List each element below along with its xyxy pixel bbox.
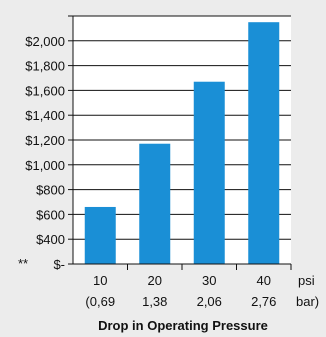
x-tick-sublabel: 2,06 [197,294,222,309]
x-tick-sublabel: 2,76 [251,294,276,309]
y-tick-label: $1,400 [25,108,65,123]
y-tick-label: $800 [36,183,65,198]
y-tick-label: $600 [36,207,65,222]
bar [139,143,171,264]
x-tick-sublabel: 1,38 [142,294,167,309]
y-tick-label: $- [53,257,65,272]
y-tick-label: $1,600 [25,83,65,98]
x-tick-label: 30 [202,273,216,288]
x-axis-title: Drop in Operating Pressure [98,318,268,333]
bar [193,81,225,264]
x-unit-secondary: bar) [296,294,319,309]
y-axis-break-mark: ** [18,256,28,271]
bar [248,22,280,265]
x-axis-ticks: 10 (0,69 20 1,38 30 2,06 40 2,76 [85,264,292,309]
y-tick-label: $1,200 [25,133,65,148]
y-axis-ticks: $- $400 $600 $800 $1,000 $1,200 $1,400 $1,600 $1… [25,15,73,272]
x-tick-sublabel: (0,69 [85,294,115,309]
x-unit-primary: psi [298,273,315,288]
bar [84,206,116,264]
x-tick-label: 40 [257,273,271,288]
y-tick-label: $1,800 [25,59,65,74]
x-tick-label: 10 [93,273,107,288]
x-tick-label: 20 [148,273,162,288]
y-tick-label: $400 [36,232,65,247]
bars [84,22,280,265]
y-tick-label: $2,000 [25,34,65,49]
y-tick-label: $1,000 [25,158,65,173]
